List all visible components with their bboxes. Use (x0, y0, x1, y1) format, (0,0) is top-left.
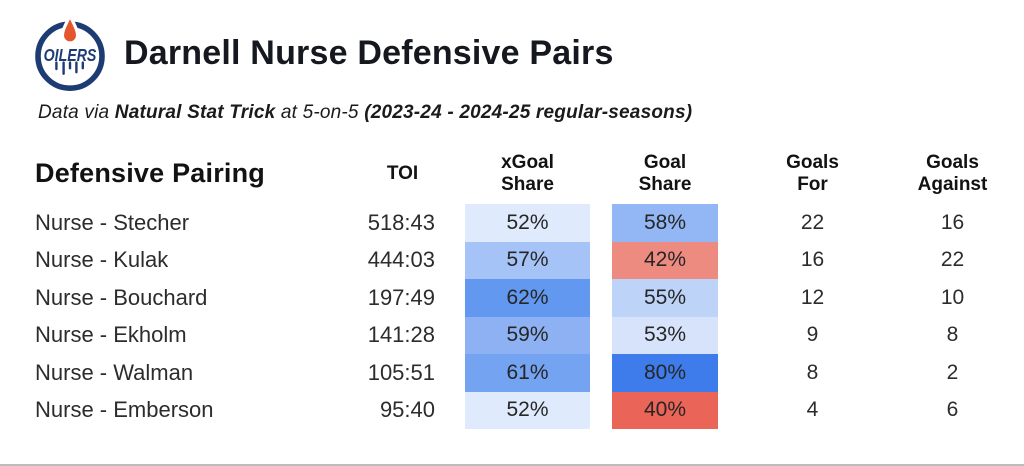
table-header-row: Defensive Pairing TOI xGoal Share Goal S… (0, 144, 1024, 204)
goal-share-cell: 42% (595, 241, 735, 279)
xgoal-share-cell: 57% (460, 241, 595, 279)
goal-share-cell: 80% (595, 354, 735, 392)
oil-drop-icon (60, 13, 80, 45)
goals-against-cell: 22 (940, 248, 965, 272)
data-source-subtitle: Data via Natural Stat Trick at 5-on-5 (2… (38, 102, 1024, 124)
goal-share-value: 80% (612, 354, 718, 392)
xgoal-share-value: 52% (465, 204, 590, 242)
xgoal-share-cell: 52% (460, 391, 595, 429)
goals-for-cell: 22 (800, 210, 825, 234)
column-header-toi: TOI (386, 162, 419, 184)
goals-against-cell: 16 (940, 210, 965, 234)
xgoal-share-cell: 59% (460, 316, 595, 354)
logo-drips (55, 61, 85, 76)
column-header-goal-share: Goal Share (638, 151, 692, 195)
goals-for-cell: 16 (800, 248, 825, 272)
column-header-defensive-pairing: Defensive Pairing (35, 158, 265, 189)
xgoal-share-cell: 52% (460, 204, 595, 242)
goal-share-value: 58% (612, 204, 718, 242)
toi-cell: 197:49 (367, 284, 435, 310)
goal-share-cell: 58% (595, 204, 735, 242)
table-body: Nurse - Stecher 518:43 52% 58% 22 16 Nur… (0, 204, 1024, 429)
bottom-rule (0, 464, 1024, 466)
goals-for-cell: 12 (800, 285, 825, 309)
goals-against-cell: 8 (946, 323, 959, 347)
table-row: Nurse - Ekholm 141:28 59% 53% 9 8 (0, 316, 1024, 354)
table-row: Nurse - Bouchard 197:49 62% 55% 12 10 (0, 279, 1024, 317)
pairing-cell: Nurse - Emberson (35, 397, 214, 423)
xgoal-share-value: 52% (465, 391, 590, 429)
goals-against-cell: 6 (946, 398, 959, 422)
table-row: Nurse - Kulak 444:03 57% 42% 16 22 (0, 241, 1024, 279)
header: OILERS Darnell Nurse Defensive Pairs (0, 0, 1024, 93)
goals-for-cell: 8 (806, 360, 819, 384)
column-header-xgoal-share: xGoal Share (501, 151, 554, 195)
goal-share-cell: 53% (595, 316, 735, 354)
subtitle-source-name: Natural Stat Trick (114, 102, 276, 123)
table-row: Nurse - Emberson 95:40 52% 40% 4 6 (0, 391, 1024, 429)
toi-cell: 105:51 (367, 359, 435, 385)
goal-share-cell: 40% (595, 391, 735, 429)
subtitle-seasons: (2023-24 - 2024-25 regular-seasons) (364, 102, 693, 123)
toi-cell: 444:03 (367, 247, 435, 273)
page-title: Darnell Nurse Defensive Pairs (124, 33, 614, 72)
goal-share-value: 42% (612, 241, 718, 279)
pairing-cell: Nurse - Ekholm (35, 322, 187, 348)
table-row: Nurse - Walman 105:51 61% 80% 8 2 (0, 354, 1024, 392)
table-row: Nurse - Stecher 518:43 52% 58% 22 16 (0, 204, 1024, 242)
goals-for-cell: 4 (806, 398, 819, 422)
pairing-cell: Nurse - Bouchard (35, 284, 208, 310)
goal-share-value: 53% (612, 316, 718, 354)
column-header-goals-for: Goals For (786, 151, 839, 195)
column-header-goals-against: Goals Against (917, 151, 988, 195)
pairing-cell: Nurse - Kulak (35, 247, 169, 273)
goals-for-cell: 9 (806, 323, 819, 347)
xgoal-share-cell: 61% (460, 354, 595, 392)
toi-cell: 95:40 (379, 397, 435, 423)
toi-cell: 518:43 (367, 209, 435, 235)
logo-wordmark: OILERS (44, 45, 97, 65)
goal-share-value: 55% (612, 279, 718, 317)
goals-against-cell: 10 (940, 285, 965, 309)
subtitle-middle: at 5-on-5 (275, 102, 365, 123)
xgoal-share-value: 59% (465, 316, 590, 354)
goals-against-cell: 2 (946, 360, 959, 384)
pairing-cell: Nurse - Stecher (35, 209, 190, 235)
goal-share-cell: 55% (595, 279, 735, 317)
pairing-cell: Nurse - Walman (35, 359, 194, 385)
xgoal-share-cell: 62% (460, 279, 595, 317)
xgoal-share-value: 61% (465, 354, 590, 392)
xgoal-share-value: 62% (465, 279, 590, 317)
toi-cell: 141:28 (367, 322, 435, 348)
xgoal-share-value: 57% (465, 241, 590, 279)
goal-share-value: 40% (612, 391, 718, 429)
subtitle-prefix: Data via (38, 102, 115, 123)
oilers-logo-icon: OILERS (35, 13, 105, 91)
